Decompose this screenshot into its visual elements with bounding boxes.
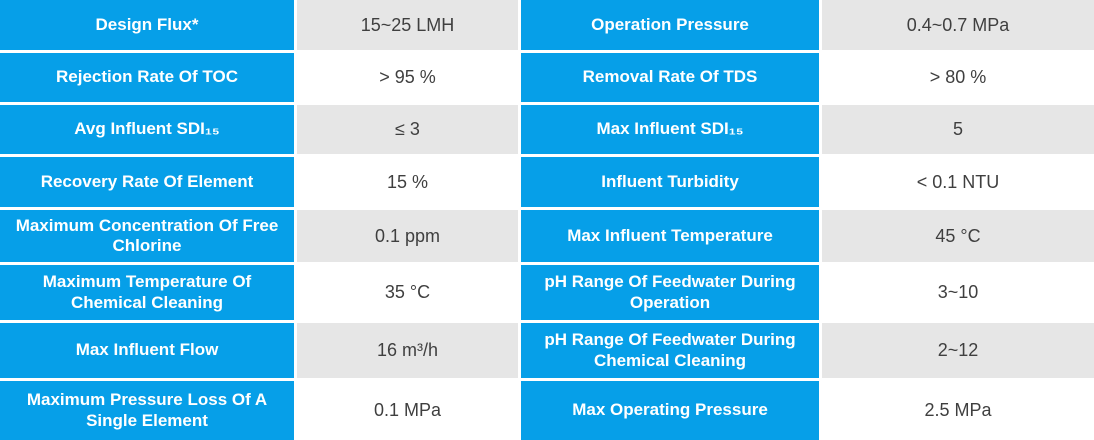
spec-value-cell: < 0.1 NTU xyxy=(822,157,1094,207)
spec-value-cell: 2.5 MPa xyxy=(822,381,1094,440)
spec-value-cell: 0.1 MPa xyxy=(297,381,518,440)
spec-label-cell: pH Range Of Feedwater During Chemical Cl… xyxy=(521,323,819,378)
spec-label-cell: Maximum Temperature Of Chemical Cleaning xyxy=(0,265,294,320)
spec-value-cell: 2~12 xyxy=(822,323,1094,378)
spec-label-cell: Max Influent Flow xyxy=(0,323,294,378)
spec-value-cell: > 80 % xyxy=(822,53,1094,102)
spec-label-cell: Maximum Concentration Of Free Chlorine xyxy=(0,210,294,262)
spec-value-cell: 0.4~0.7 MPa xyxy=(822,0,1094,50)
spec-value-cell: 15 % xyxy=(297,157,518,207)
spec-label-cell: Design Flux* xyxy=(0,0,294,50)
spec-value-cell: 45 °C xyxy=(822,210,1094,262)
spec-label-cell: Max Influent Temperature xyxy=(521,210,819,262)
spec-value-cell: 16 m³/h xyxy=(297,323,518,378)
spec-label-cell: Removal Rate Of TDS xyxy=(521,53,819,102)
spec-label-cell: Avg Influent SDI₁₅ xyxy=(0,105,294,154)
spec-value-cell: 5 xyxy=(822,105,1094,154)
spec-value-cell: ≤ 3 xyxy=(297,105,518,154)
spec-label-cell: Recovery Rate Of Element xyxy=(0,157,294,207)
spec-value-cell: 3~10 xyxy=(822,265,1094,320)
spec-label-cell: Rejection Rate Of TOC xyxy=(0,53,294,102)
spec-label-cell: Operation Pressure xyxy=(521,0,819,50)
spec-label-cell: pH Range Of Feedwater During Operation xyxy=(521,265,819,320)
spec-value-cell: 0.1 ppm xyxy=(297,210,518,262)
spec-label-cell: Max Influent SDI₁₅ xyxy=(521,105,819,154)
spec-value-cell: 35 °C xyxy=(297,265,518,320)
spec-label-cell: Influent Turbidity xyxy=(521,157,819,207)
spec-value-cell: > 95 % xyxy=(297,53,518,102)
spec-label-cell: Max Operating Pressure xyxy=(521,381,819,440)
spec-label-cell: Maximum Pressure Loss Of A Single Elemen… xyxy=(0,381,294,440)
spec-value-cell: 15~25 LMH xyxy=(297,0,518,50)
